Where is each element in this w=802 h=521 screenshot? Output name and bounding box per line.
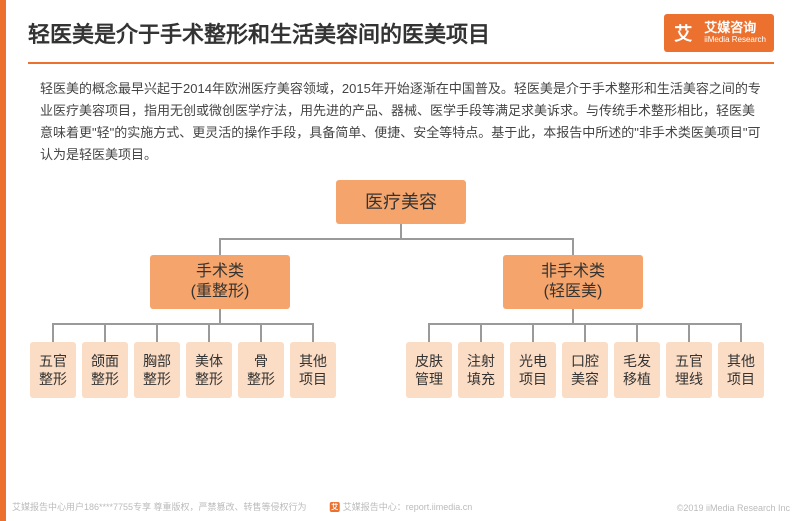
brand-logo: 艾 艾媒咨询 iiMedia Research — [664, 14, 774, 52]
tree-node: 五官埋线 — [666, 342, 712, 398]
tree-connector — [219, 238, 221, 255]
tree-connector — [156, 323, 158, 342]
tree-connector — [260, 323, 262, 342]
logo-cn: 艾媒咨询 — [704, 21, 766, 35]
tree-connector — [104, 323, 106, 342]
page-title: 轻医美是介于手术整形和生活美容间的医美项目 — [28, 17, 490, 49]
footer-center: 艾 艾媒报告中心：report.iimedia.cn — [330, 500, 473, 513]
org-tree: 医疗美容手术类(重整形) 非手术类(轻医美) 五官整形颌面整形胸部整形美体整形骨整形… — [0, 180, 802, 460]
tree-node: 非手术类(轻医美) — [503, 255, 643, 309]
tree-connector — [572, 238, 574, 255]
tree-connector — [428, 323, 430, 342]
tree-node: 光电项目 — [510, 342, 556, 398]
footer-left: 艾媒报告中心用户186****7755专享 尊重版权，严禁篡改、转售等侵权行为 — [12, 500, 307, 513]
tree-node: 注射填充 — [458, 342, 504, 398]
tree-connector — [480, 323, 482, 342]
tree-connector — [312, 323, 314, 342]
tree-connector — [52, 323, 54, 342]
tree-node: 毛发移植 — [614, 342, 660, 398]
logo-text: 艾媒咨询 iiMedia Research — [704, 21, 766, 44]
intro-paragraph: 轻医美的概念最早兴起于2014年欧洲医疗美容领域，2015年开始逐渐在中国普及。… — [0, 64, 802, 166]
tree-node: 颌面整形 — [82, 342, 128, 398]
header: 轻医美是介于手术整形和生活美容间的医美项目 艾 艾媒咨询 iiMedia Res… — [0, 0, 802, 52]
tree-connector — [400, 224, 402, 238]
tree-node: 五官整形 — [30, 342, 76, 398]
tree-connector — [584, 323, 586, 342]
tree-node: 骨整形 — [238, 342, 284, 398]
tree-node: 皮肤管理 — [406, 342, 452, 398]
footer-right: ©2019 iiMedia Research Inc — [677, 503, 790, 513]
tree-connector — [220, 238, 573, 240]
footer-center-text: 艾媒报告中心：report.iimedia.cn — [343, 500, 473, 513]
tree-node: 口腔美容 — [562, 342, 608, 398]
tree-connector — [688, 323, 690, 342]
tree-connector — [572, 309, 574, 323]
tree-connector — [208, 323, 210, 342]
tree-connector — [219, 309, 221, 323]
tree-connector — [740, 323, 742, 342]
tree-node: 手术类(重整形) — [150, 255, 290, 309]
tree-connector — [636, 323, 638, 342]
tree-node: 其他项目 — [718, 342, 764, 398]
tree-node: 医疗美容 — [336, 180, 466, 224]
logo-en: iiMedia Research — [704, 36, 766, 45]
tree-connector — [532, 323, 534, 342]
tree-node: 其他项目 — [290, 342, 336, 398]
tree-node: 胸部整形 — [134, 342, 180, 398]
footer-logo-icon: 艾 — [330, 502, 340, 512]
tree-node: 美体整形 — [186, 342, 232, 398]
logo-icon: 艾 — [668, 18, 698, 48]
tree-connector — [53, 323, 313, 325]
